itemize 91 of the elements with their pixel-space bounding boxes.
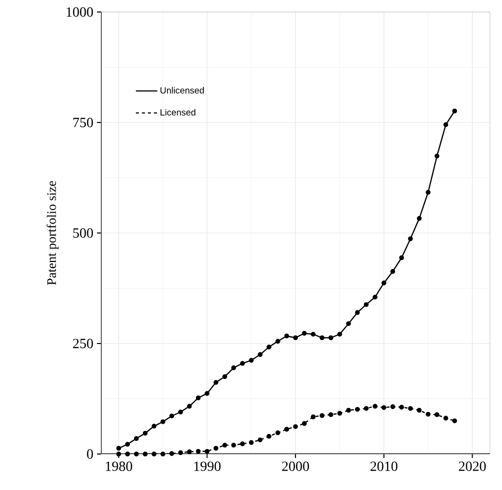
point: [443, 416, 448, 421]
point: [134, 452, 139, 456]
point: [390, 269, 396, 274]
point: [354, 310, 360, 315]
point: [284, 426, 290, 432]
point: [310, 414, 316, 420]
y-tick-label: 250: [73, 338, 93, 348]
point: [416, 408, 422, 413]
point: [178, 450, 183, 456]
legend-label: Licensed: [160, 108, 196, 116]
point: [134, 436, 139, 441]
point: [125, 452, 130, 456]
point: [434, 154, 440, 158]
point: [293, 424, 298, 429]
point: [275, 430, 280, 436]
point: [178, 410, 183, 414]
point: [382, 280, 386, 286]
x-tick-label: 1990: [194, 462, 221, 471]
point: [152, 452, 156, 456]
y-axis-title: Patent portfolio size: [46, 181, 59, 285]
x-tick-label: 2000: [282, 462, 309, 471]
point: [328, 412, 334, 418]
point: [231, 442, 236, 448]
point: [258, 437, 263, 442]
point: [214, 446, 218, 451]
point: [169, 414, 174, 418]
point: [443, 122, 448, 128]
point: [382, 405, 386, 410]
point: [337, 332, 342, 337]
point: [399, 255, 404, 260]
point: [196, 448, 201, 454]
point: [426, 412, 431, 417]
point: [258, 352, 263, 357]
point: [222, 442, 228, 448]
point: [152, 424, 156, 429]
point: [231, 365, 236, 370]
point: [187, 449, 192, 454]
point: [293, 335, 298, 340]
point: [372, 404, 378, 409]
point: [116, 446, 122, 451]
point: [320, 335, 324, 340]
point: [346, 321, 351, 326]
point: [372, 294, 378, 300]
point: [408, 236, 413, 242]
point: [434, 412, 440, 418]
point: [204, 391, 210, 396]
x-tick-label: 2020: [458, 462, 486, 471]
point: [364, 406, 369, 411]
point: [204, 448, 210, 454]
point: [452, 108, 458, 114]
point: [169, 451, 174, 456]
point: [284, 334, 290, 338]
point: [266, 434, 272, 439]
point: [187, 404, 192, 409]
point: [302, 330, 307, 336]
point: [408, 406, 413, 411]
point: [320, 413, 324, 418]
point: [416, 216, 422, 221]
point: [452, 418, 458, 424]
point: [160, 419, 166, 424]
point: [328, 335, 334, 340]
point: [248, 358, 254, 363]
y-tick-label: 500: [73, 228, 93, 238]
point: [266, 344, 272, 350]
point: [160, 452, 166, 456]
y-tick-label: 0: [87, 449, 93, 459]
point: [196, 395, 201, 400]
x-tick-label: 2010: [370, 462, 398, 471]
point: [364, 302, 369, 307]
point: [399, 404, 404, 410]
point: [354, 406, 360, 412]
point: [390, 404, 396, 410]
point: [346, 408, 351, 413]
y-tick-label: 750: [73, 118, 93, 128]
point: [240, 360, 245, 366]
x-tick-label: 1980: [106, 462, 132, 471]
legend-label: Unlicensed: [160, 86, 204, 94]
point: [248, 440, 254, 445]
point: [426, 190, 431, 195]
point: [116, 452, 122, 456]
point: [275, 338, 280, 344]
point: [302, 421, 307, 426]
point: [240, 441, 245, 446]
point: [222, 374, 228, 380]
point: [337, 410, 342, 416]
point: [125, 442, 130, 447]
point: [310, 332, 316, 337]
point: [142, 452, 148, 456]
y-tick-label: 1000: [66, 7, 93, 17]
point: [214, 380, 218, 385]
point: [142, 430, 148, 436]
